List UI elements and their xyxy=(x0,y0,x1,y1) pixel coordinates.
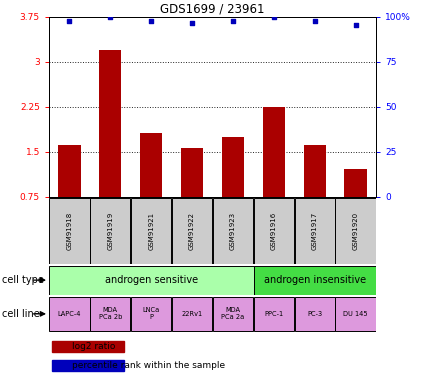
Text: percentile rank within the sample: percentile rank within the sample xyxy=(72,361,225,370)
FancyBboxPatch shape xyxy=(335,297,376,331)
FancyBboxPatch shape xyxy=(172,198,212,264)
FancyBboxPatch shape xyxy=(254,297,294,331)
Text: 22Rv1: 22Rv1 xyxy=(181,311,203,317)
Text: MDA
PCa 2b: MDA PCa 2b xyxy=(99,308,122,320)
Text: cell line: cell line xyxy=(2,309,40,319)
Point xyxy=(148,18,155,24)
Point xyxy=(230,18,236,24)
FancyBboxPatch shape xyxy=(254,198,294,264)
Text: GSM91916: GSM91916 xyxy=(271,212,277,250)
FancyBboxPatch shape xyxy=(295,198,335,264)
Point xyxy=(352,22,359,28)
Text: PC-3: PC-3 xyxy=(307,311,322,317)
Text: androgen sensitive: androgen sensitive xyxy=(105,275,198,285)
Bar xyxy=(99,50,122,197)
Point xyxy=(312,18,318,24)
Bar xyxy=(52,341,124,352)
Text: GSM91923: GSM91923 xyxy=(230,212,236,250)
Text: LAPC-4: LAPC-4 xyxy=(57,311,81,317)
FancyBboxPatch shape xyxy=(49,198,90,264)
Point xyxy=(107,14,113,20)
FancyBboxPatch shape xyxy=(295,297,335,331)
FancyBboxPatch shape xyxy=(131,198,171,264)
Bar xyxy=(222,137,244,197)
Text: log2 ratio: log2 ratio xyxy=(72,342,115,351)
FancyBboxPatch shape xyxy=(49,297,90,331)
FancyBboxPatch shape xyxy=(254,266,376,294)
FancyBboxPatch shape xyxy=(49,266,254,294)
Text: MDA
PCa 2a: MDA PCa 2a xyxy=(221,308,244,320)
Text: PPC-1: PPC-1 xyxy=(264,311,283,317)
Text: LNCa
P: LNCa P xyxy=(142,308,160,320)
Text: GSM91922: GSM91922 xyxy=(189,212,195,250)
FancyBboxPatch shape xyxy=(90,198,130,264)
Text: GSM91918: GSM91918 xyxy=(66,212,72,250)
Text: GSM91921: GSM91921 xyxy=(148,212,154,250)
Text: androgen insensitive: androgen insensitive xyxy=(264,275,366,285)
Bar xyxy=(140,133,162,197)
Point xyxy=(66,18,73,24)
Text: DU 145: DU 145 xyxy=(343,311,368,317)
Bar xyxy=(263,107,285,197)
Bar xyxy=(58,145,81,197)
Text: GSM91920: GSM91920 xyxy=(353,212,359,250)
Point xyxy=(189,20,196,26)
FancyBboxPatch shape xyxy=(335,198,376,264)
Text: GSM91917: GSM91917 xyxy=(312,212,318,250)
Text: GSM91919: GSM91919 xyxy=(107,212,113,250)
FancyBboxPatch shape xyxy=(172,297,212,331)
FancyBboxPatch shape xyxy=(90,297,130,331)
Bar xyxy=(52,360,124,370)
Bar xyxy=(303,145,326,197)
FancyBboxPatch shape xyxy=(212,198,253,264)
Bar xyxy=(181,148,203,197)
Point xyxy=(270,14,277,20)
FancyBboxPatch shape xyxy=(212,297,253,331)
Bar xyxy=(344,169,367,197)
Title: GDS1699 / 23961: GDS1699 / 23961 xyxy=(160,3,265,16)
FancyBboxPatch shape xyxy=(131,297,171,331)
Text: cell type: cell type xyxy=(2,275,44,285)
